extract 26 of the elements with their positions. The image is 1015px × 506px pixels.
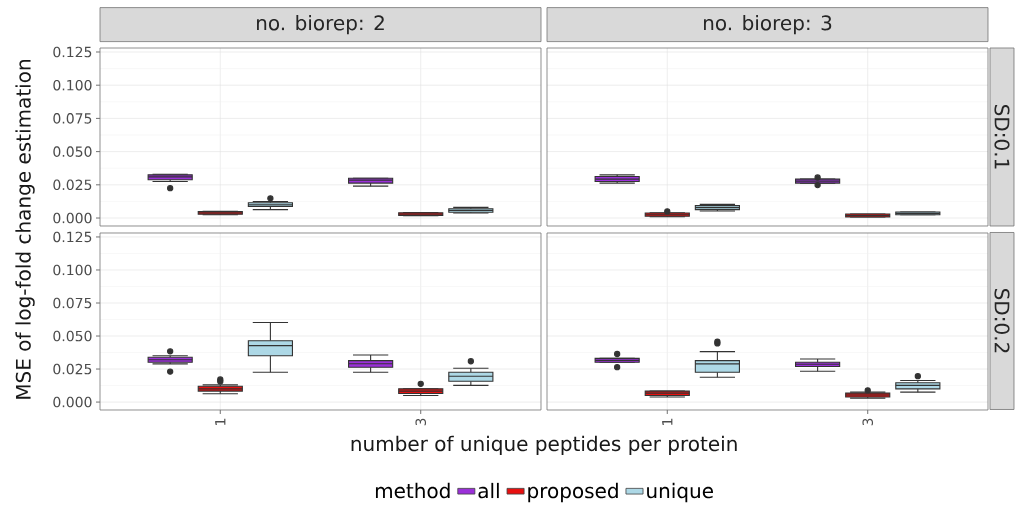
y-tick-label: 0.000 [53,212,92,224]
x-tick-label: 1 [215,418,226,425]
y-tick-label: 0.050 [53,146,92,157]
x-tick-label: 3 [415,418,427,426]
legend-title: method [375,482,450,499]
y-tick-label: 0.100 [53,79,92,91]
x-tick-label: 1 [662,418,673,425]
y-tick-label: 0.075 [53,113,92,124]
text: SD:0.2 [994,288,1010,353]
y-tick-label: 0.000 [53,396,92,408]
y-tick-label: 0.025 [53,179,92,191]
y-tick-label: 0.025 [53,363,92,375]
y-axis-title: MSE of log-fold change estimation [15,60,35,399]
legend-label: proposed [528,482,618,503]
x-axis-title: number of unique peptides per protein [351,435,737,456]
chart-title: no. biorep: 2 [257,14,384,35]
text: SD:0.1 [994,105,1010,169]
chart-title: no. biorep: 3 [704,14,832,35]
legend-label: unique [647,482,713,503]
y-tick-label: 0.125 [53,46,92,58]
y-tick-label: 0.125 [53,231,92,243]
x-tick-label: 3 [862,418,874,426]
legend-label: all [478,482,499,499]
y-tick-label: 0.075 [53,297,92,309]
y-tick-label: 0.100 [53,264,92,276]
y-tick-label: 0.050 [53,330,92,342]
